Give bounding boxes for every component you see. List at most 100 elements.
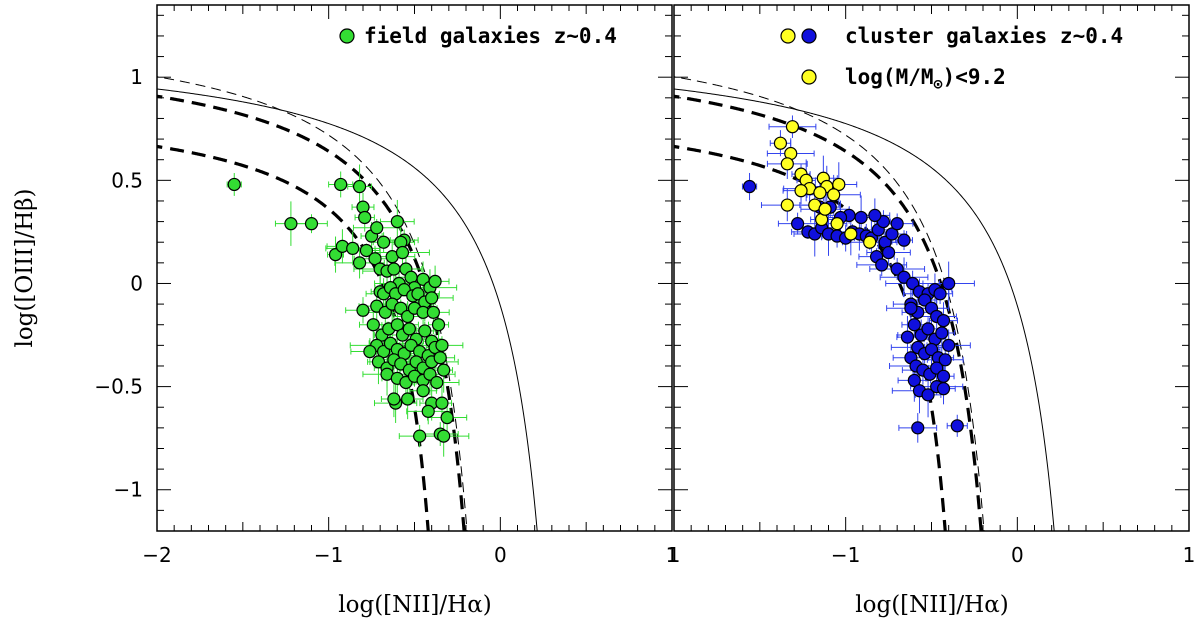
- demarcation-curve: [674, 144, 947, 531]
- right-panel-ticks: [673, 5, 1190, 532]
- data-point: [437, 429, 451, 443]
- data-point: [428, 274, 442, 289]
- data-point: [780, 157, 794, 171]
- right-panel-legend: cluster galaxies z~0.4 log(M/M⊙)<9.2: [780, 24, 1123, 93]
- data-point: [366, 318, 380, 332]
- data-point: [352, 179, 367, 194]
- data-point: [377, 235, 391, 249]
- data-point: [346, 241, 360, 256]
- data-point: [425, 291, 439, 305]
- data-point: [742, 179, 757, 194]
- data-point: [426, 305, 440, 319]
- data-point: [431, 318, 446, 332]
- y-tick-label: 1: [130, 65, 143, 89]
- data-point: [334, 177, 348, 192]
- data-point: [830, 217, 844, 231]
- legend-label: log(M/M⊙)<9.2: [845, 65, 1006, 93]
- data-point: [390, 214, 404, 229]
- data-point: [437, 363, 451, 377]
- data-point: [284, 217, 298, 231]
- data-point: [387, 392, 401, 406]
- y-tick-label: −0.5: [94, 375, 143, 399]
- legend-subscript: ⊙: [934, 75, 943, 93]
- data-point: [363, 344, 377, 359]
- data-point: [921, 388, 935, 402]
- data-point: [868, 208, 882, 222]
- data-point: [421, 404, 435, 418]
- data-point: [936, 314, 951, 328]
- data-point: [900, 330, 915, 344]
- y-tick-label: −1: [114, 478, 143, 502]
- x-tick-label: 1: [1183, 543, 1196, 567]
- data-point: [875, 258, 889, 272]
- y-tick-label: 0: [130, 271, 143, 295]
- data-point: [921, 322, 935, 336]
- data-point: [832, 177, 846, 192]
- data-point: [227, 177, 241, 192]
- data-point: [938, 353, 952, 367]
- x-tick-label: 1: [668, 543, 681, 567]
- left-panel-frame: [156, 4, 673, 532]
- data-point: [935, 326, 949, 340]
- data-point: [387, 262, 401, 276]
- y-tick-label: 0.5: [111, 168, 143, 192]
- demarcation-curve: [157, 76, 468, 531]
- demarcation-curve: [674, 88, 1055, 531]
- data-point: [402, 322, 416, 336]
- demarcation-curve: [674, 94, 983, 531]
- data-point: [368, 252, 382, 266]
- demarcation-curve: [157, 88, 538, 531]
- data-point: [885, 227, 899, 241]
- data-point: [950, 419, 964, 433]
- legend-marker: [801, 28, 817, 44]
- right-panel-cluster: cluster galaxies z~0.4 log(M/M⊙)<9.2: [673, 4, 1190, 532]
- left-panel-points: [227, 177, 454, 443]
- data-point: [936, 369, 951, 383]
- data-point: [827, 188, 841, 202]
- data-point: [418, 324, 432, 338]
- legend-marker: [780, 28, 796, 44]
- data-point: [911, 421, 925, 435]
- legend-marker: [801, 69, 817, 85]
- data-point: [440, 410, 454, 425]
- data-point: [780, 198, 794, 212]
- data-point: [794, 184, 808, 198]
- data-point: [430, 375, 444, 390]
- data-point: [942, 338, 956, 352]
- data-point: [881, 245, 896, 260]
- data-point: [401, 392, 415, 406]
- data-point: [370, 221, 384, 235]
- data-point: [359, 243, 374, 258]
- left-panel-ticks: [156, 5, 673, 532]
- data-point: [854, 210, 868, 225]
- y-axis-label: log([OIII]/Hβ): [12, 188, 38, 347]
- data-point: [352, 256, 367, 270]
- legend-label: cluster galaxies z~0.4: [845, 24, 1123, 48]
- right-panel-points: [742, 120, 964, 435]
- data-point: [358, 210, 372, 225]
- data-point: [395, 245, 410, 260]
- x-tick-label: 0: [494, 543, 507, 567]
- data-point: [773, 136, 788, 150]
- tick-labels: −2 −1 0 1−1−0.500.511 −1 0 1: [94, 65, 1195, 567]
- data-point: [785, 120, 800, 134]
- data-point: [433, 351, 447, 365]
- data-point: [818, 202, 832, 216]
- data-point: [942, 276, 956, 291]
- data-point: [844, 227, 858, 241]
- legend-suffix: )<9.2: [943, 65, 1006, 89]
- data-point: [435, 338, 449, 352]
- data-point: [790, 217, 805, 231]
- legend-marker: [339, 28, 355, 44]
- data-point: [416, 384, 430, 398]
- data-point: [907, 318, 921, 332]
- x-tick-label: 1: [666, 543, 679, 567]
- data-point: [413, 429, 427, 443]
- data-point: [897, 233, 911, 247]
- x-tick-label: −1: [314, 543, 343, 567]
- data-point: [936, 382, 951, 396]
- data-point: [304, 217, 319, 231]
- data-point: [907, 373, 921, 388]
- data-point: [933, 287, 947, 301]
